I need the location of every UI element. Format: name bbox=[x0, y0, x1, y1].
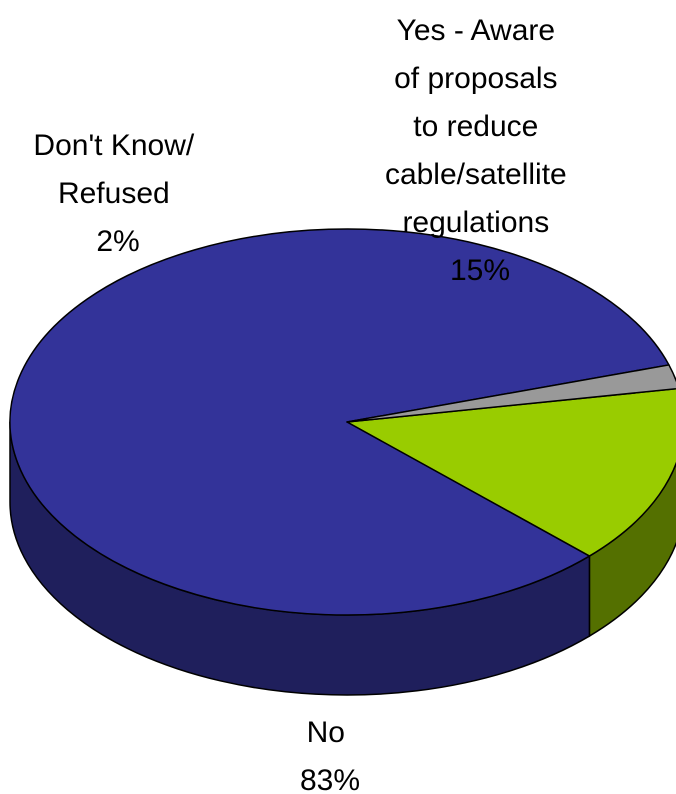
label-yes-line-2: of proposals bbox=[394, 62, 557, 95]
label-dont-know: Don't Know/ Refused 2% bbox=[33, 129, 202, 258]
label-yes-aware: Yes - Aware of proposals to reduce cable… bbox=[385, 14, 575, 287]
pie-top-layer bbox=[9, 228, 676, 616]
label-dk-line-1: Don't Know/ bbox=[33, 129, 194, 162]
label-no-value: 83% bbox=[300, 764, 360, 794]
label-no: No 83% bbox=[300, 716, 360, 794]
label-dk-value: 2% bbox=[96, 225, 139, 258]
label-yes-line-3: to reduce bbox=[413, 110, 538, 143]
label-yes-line-5: regulations bbox=[402, 206, 549, 239]
slice-top-1 bbox=[9, 228, 670, 616]
label-no-line-1: No bbox=[307, 716, 345, 749]
slice-top-2 bbox=[346, 364, 676, 423]
label-yes-line-4: cable/satellite bbox=[385, 158, 567, 191]
label-yes-value: 15% bbox=[450, 254, 510, 287]
slice-top-0 bbox=[346, 388, 676, 557]
label-yes-line-1: Yes - Aware bbox=[397, 14, 555, 47]
label-dk-line-2: Refused bbox=[58, 177, 170, 210]
